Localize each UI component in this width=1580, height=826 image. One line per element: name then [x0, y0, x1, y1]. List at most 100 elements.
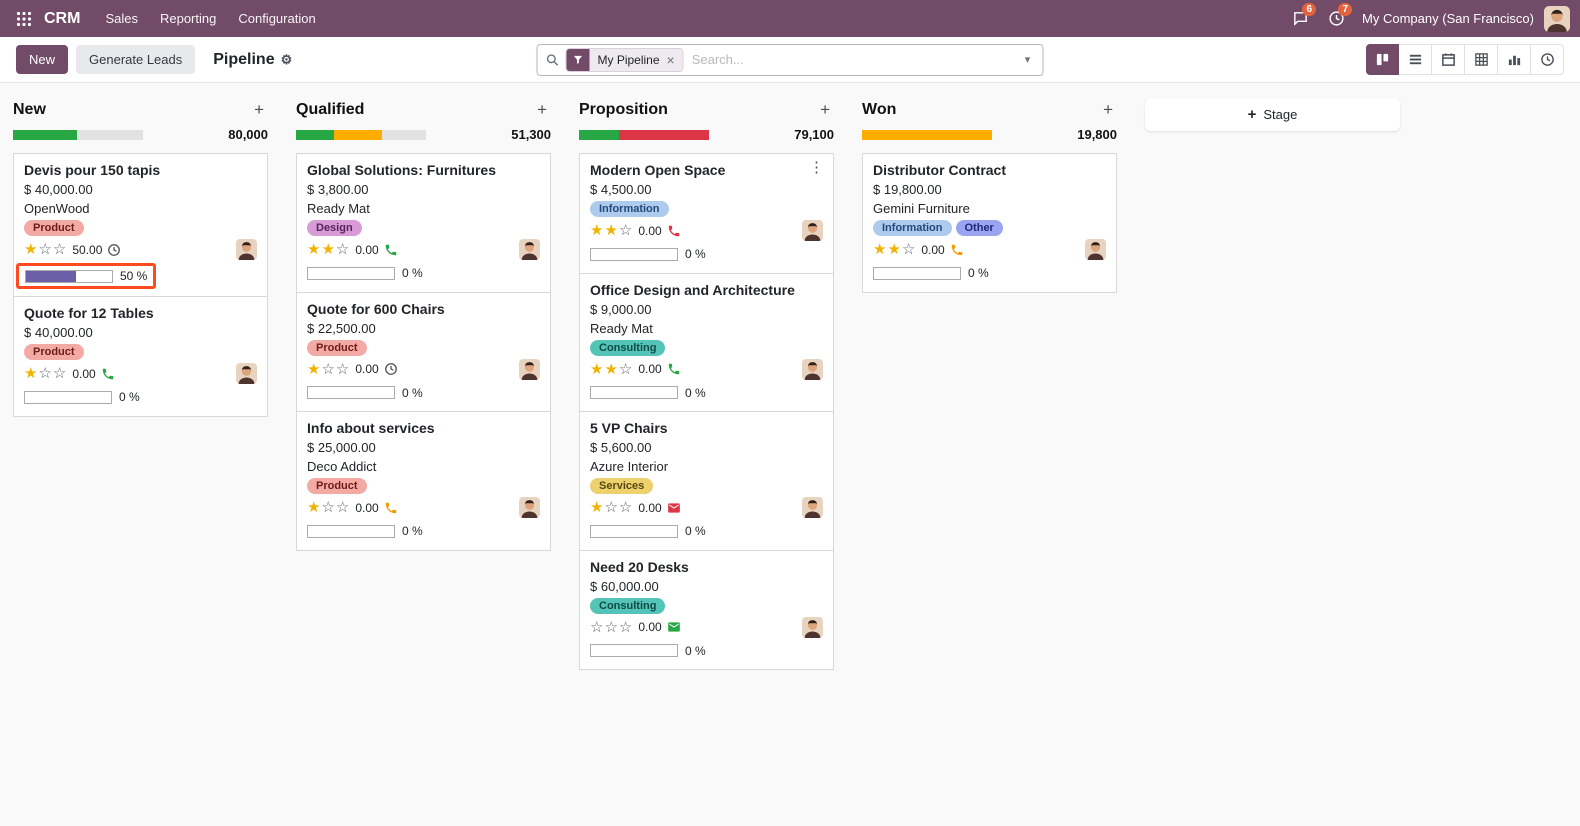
progress-segment-green[interactable] [296, 129, 334, 140]
star-icon[interactable]: ★ [307, 499, 321, 516]
user-avatar[interactable] [1544, 5, 1570, 32]
add-record-icon[interactable]: + [537, 100, 547, 119]
kanban-card[interactable]: Need 20 Desks $ 60,000.00 Consulting ☆ ☆ ☆… [579, 549, 834, 670]
card-menu-icon[interactable]: ⋮ [809, 159, 824, 176]
kanban-card[interactable]: ⋮ Modern Open Space $ 4,500.00 Informati… [579, 153, 834, 274]
envelope-icon[interactable] [667, 620, 681, 634]
phone-icon[interactable] [950, 243, 964, 257]
phone-icon[interactable] [384, 501, 398, 515]
star-icon[interactable]: ★ [321, 241, 335, 258]
card-title[interactable]: 5 VP Chairs [590, 420, 668, 436]
star-icon[interactable]: ★ [307, 360, 321, 378]
kanban-card[interactable]: Distributor Contract $ 19,800.00 Gemini … [862, 153, 1117, 293]
star-icon[interactable]: ☆ [335, 241, 350, 258]
card-title[interactable]: Global Solutions: Furnitures [307, 162, 496, 178]
messages-icon[interactable]: 6 [1282, 0, 1318, 37]
avatar[interactable] [519, 239, 540, 260]
view-calendar-button[interactable] [1432, 44, 1465, 75]
card-title[interactable]: Quote for 12 Tables [24, 305, 154, 321]
view-graph-button[interactable] [1498, 44, 1531, 75]
star-icon[interactable]: ☆ [52, 241, 67, 258]
phone-icon[interactable] [667, 362, 681, 376]
star-icon[interactable]: ☆ [604, 618, 618, 636]
star-icon[interactable]: ★ [887, 241, 901, 258]
kanban-card[interactable]: Office Design and Architecture $ 9,000.0… [579, 272, 834, 412]
apps-grid-icon[interactable] [10, 5, 38, 33]
star-icon[interactable]: ☆ [38, 365, 52, 382]
star-icon[interactable]: ★ [24, 365, 38, 382]
activities-icon[interactable]: 7 [1318, 0, 1354, 37]
card-title[interactable]: Distributor Contract [873, 162, 1006, 178]
star-icon[interactable]: ★ [307, 241, 321, 258]
generate-leads-button[interactable]: Generate Leads [76, 45, 196, 74]
column-progressbar[interactable] [579, 129, 709, 140]
view-activity-button[interactable] [1531, 44, 1564, 75]
star-icon[interactable]: ☆ [604, 499, 618, 516]
facet-close-icon[interactable]: × [666, 51, 675, 68]
card-title[interactable]: Need 20 Desks [590, 558, 689, 575]
star-icon[interactable]: ☆ [52, 365, 67, 382]
add-record-icon[interactable]: + [820, 100, 830, 119]
app-name[interactable]: CRM [44, 9, 81, 27]
clock-icon[interactable] [384, 362, 398, 376]
kanban-card[interactable]: Info about services $ 25,000.00 Deco Add… [296, 411, 551, 551]
add-stage-button[interactable]: + Stage [1145, 98, 1400, 131]
kanban-card[interactable]: Quote for 600 Chairs $ 22,500.00 Product… [296, 291, 551, 412]
star-icon[interactable]: ☆ [321, 499, 335, 516]
company-switcher[interactable]: My Company (San Francisco) [1362, 11, 1534, 26]
star-icon[interactable]: ☆ [618, 222, 633, 239]
add-record-icon[interactable]: + [1103, 100, 1113, 119]
star-icon[interactable]: ☆ [38, 241, 52, 258]
menu-sales[interactable]: Sales [105, 11, 138, 26]
card-title[interactable]: Devis pour 150 tapis [24, 162, 161, 178]
kanban-card[interactable]: Devis pour 150 tapis $ 40,000.00 OpenWoo… [13, 153, 268, 297]
search-bar[interactable]: My Pipeline × ▾ [536, 43, 1044, 76]
menu-reporting[interactable]: Reporting [159, 11, 217, 26]
phone-icon[interactable] [667, 224, 681, 238]
star-icon[interactable]: ☆ [618, 360, 633, 378]
view-pivot-button[interactable] [1465, 44, 1498, 75]
star-icon[interactable]: ★ [604, 360, 618, 378]
column-progressbar[interactable] [296, 129, 426, 140]
progress-segment-green[interactable] [13, 129, 77, 140]
phone-icon[interactable] [101, 367, 115, 381]
star-icon[interactable]: ☆ [335, 499, 350, 516]
star-icon[interactable]: ☆ [335, 360, 350, 378]
avatar[interactable] [236, 363, 257, 384]
avatar[interactable] [802, 220, 823, 241]
star-icon[interactable]: ☆ [590, 618, 604, 636]
star-icon[interactable]: ★ [590, 222, 604, 239]
view-kanban-button[interactable] [1366, 44, 1399, 75]
star-icon[interactable]: ☆ [901, 241, 916, 258]
menu-configuration[interactable]: Configuration [238, 11, 316, 26]
card-title[interactable]: Info about services [307, 420, 435, 436]
star-icon[interactable]: ☆ [618, 499, 633, 516]
kanban-card[interactable]: Quote for 12 Tables $ 40,000.00 Product … [13, 296, 268, 417]
envelope-icon[interactable] [667, 501, 681, 515]
card-title[interactable]: Quote for 600 Chairs [307, 300, 445, 317]
star-icon[interactable]: ★ [590, 360, 604, 378]
kanban-card[interactable]: Global Solutions: Furnitures $ 3,800.00 … [296, 153, 551, 293]
progress-segment-red[interactable] [619, 129, 709, 140]
avatar[interactable] [1085, 239, 1106, 260]
star-icon[interactable]: ☆ [618, 618, 633, 636]
clock-icon[interactable] [107, 243, 121, 257]
gear-icon[interactable]: ⚙ [280, 51, 293, 67]
avatar[interactable] [519, 358, 540, 380]
search-input[interactable] [691, 52, 1013, 67]
star-icon[interactable]: ☆ [321, 360, 335, 378]
star-icon[interactable]: ★ [24, 241, 38, 258]
column-progressbar[interactable] [13, 129, 143, 140]
new-button[interactable]: New [16, 45, 69, 74]
avatar[interactable] [802, 497, 823, 518]
star-icon[interactable]: ★ [873, 241, 887, 258]
avatar[interactable] [236, 239, 257, 260]
avatar[interactable] [802, 616, 823, 638]
card-title[interactable]: Modern Open Space [590, 162, 726, 178]
progress-segment-orange[interactable] [862, 129, 992, 140]
search-facet[interactable]: My Pipeline × [565, 47, 684, 72]
column-progressbar[interactable] [862, 129, 992, 140]
progress-segment-green[interactable] [579, 129, 620, 140]
card-title[interactable]: Office Design and Architecture [590, 281, 795, 298]
star-icon[interactable]: ★ [590, 499, 604, 516]
